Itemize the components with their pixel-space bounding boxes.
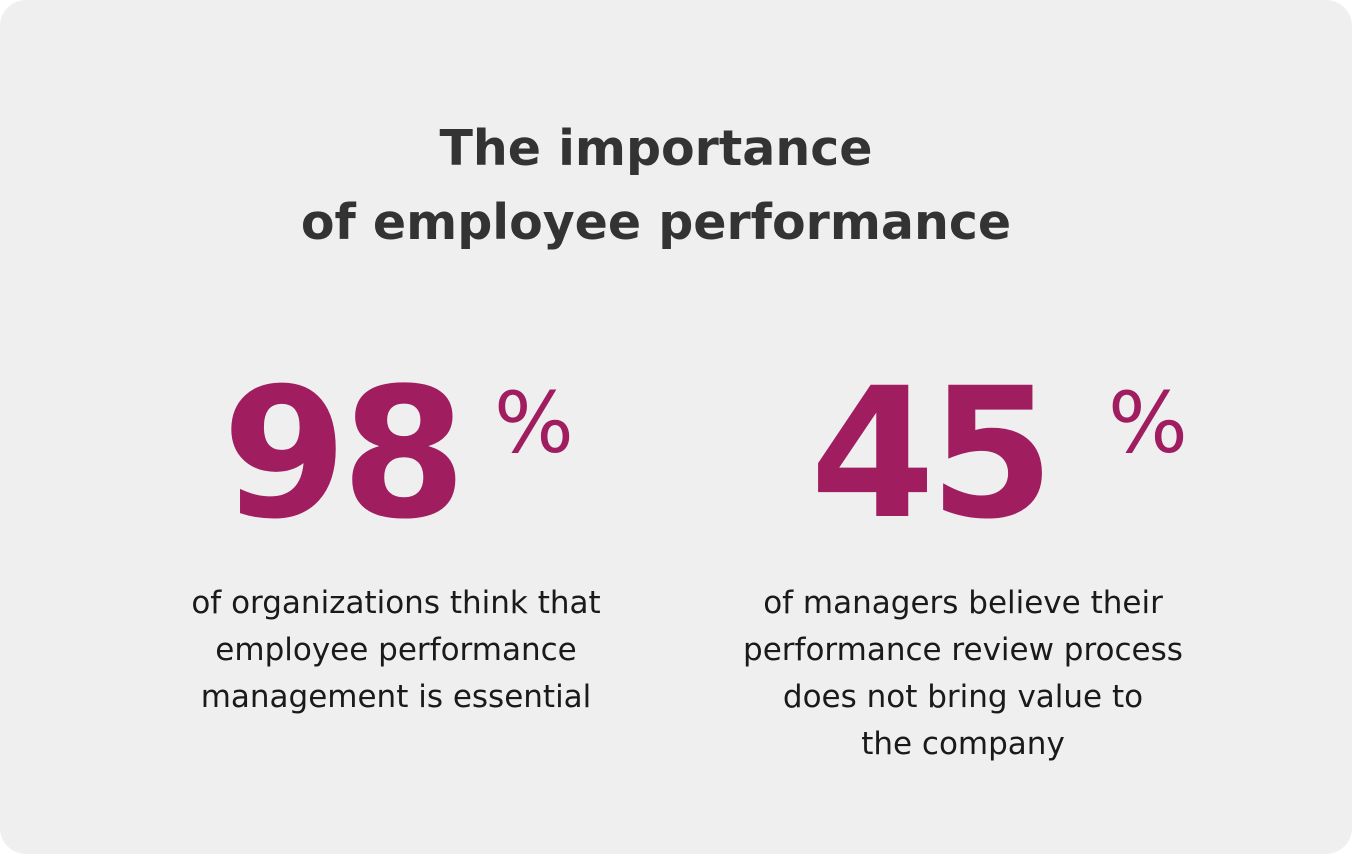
stat-1-description-line: employee performance: [215, 632, 577, 668]
stat-2-value: 45: [810, 350, 1054, 559]
stat-1-description-line: of organizations think that: [191, 585, 601, 621]
stat-2-description-line: the company: [861, 726, 1065, 762]
stat-2-description-line: performance review process: [743, 632, 1183, 668]
stat-2-description-line: of managers believe their: [763, 585, 1163, 621]
stat-1-description-line: management is essential: [200, 679, 592, 715]
stat-1-figure: 98 %: [222, 350, 574, 559]
stat-1-value: 98: [222, 350, 466, 559]
stat-1-description: of organizations think that employee per…: [140, 580, 652, 721]
stat-1-percent-sign: %: [494, 374, 574, 472]
infographic-title: The importance of employee performance: [0, 112, 1312, 260]
stat-2-figure: 45 %: [810, 350, 1188, 559]
title-line-1: The importance: [439, 120, 873, 177]
stat-2-percent-sign: %: [1108, 374, 1188, 472]
stat-2-description-line: does not bring value to: [782, 679, 1144, 715]
stat-2-description: of managers believe their performance re…: [702, 580, 1224, 768]
title-line-2: of employee performance: [300, 194, 1012, 251]
